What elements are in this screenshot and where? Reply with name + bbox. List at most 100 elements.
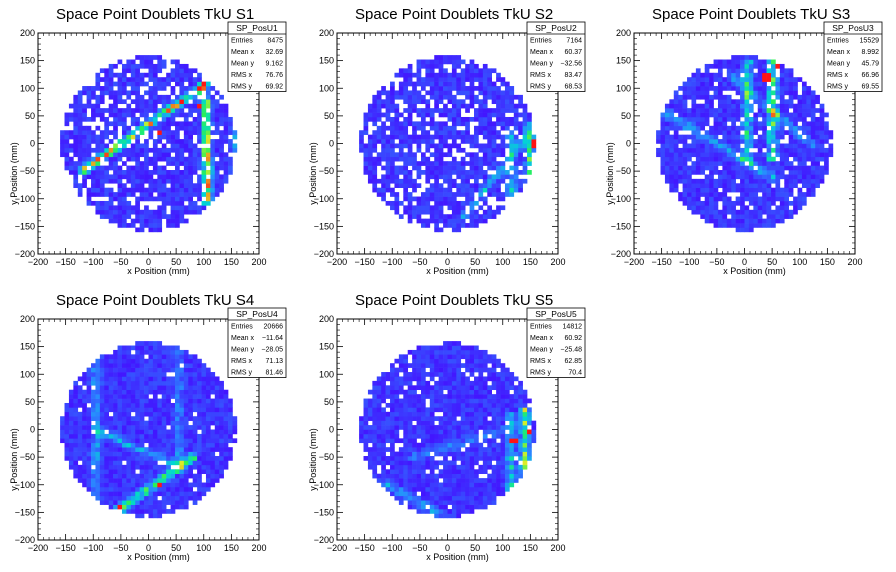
heatmap-cell (713, 223, 719, 228)
heatmap-cell (403, 209, 409, 215)
heatmap-cell (465, 72, 470, 78)
heatmap-cell (152, 394, 158, 399)
heatmap-cell (443, 192, 448, 197)
heatmap-cell (673, 156, 679, 162)
heatmap-cell (810, 192, 816, 197)
heatmap-cell (460, 139, 466, 144)
heatmap-cell (175, 223, 180, 228)
heatmap-cell (673, 90, 679, 96)
heatmap-cell (469, 72, 475, 78)
heatmap-cell (491, 178, 497, 184)
heatmap-cell (425, 161, 431, 166)
heatmap-cell (793, 183, 798, 188)
heatmap-cell (434, 121, 439, 127)
heatmap-cell (95, 358, 101, 364)
heatmap-cell (438, 59, 444, 65)
heatmap-cell (104, 214, 110, 219)
heatmap-cell (223, 407, 229, 413)
heatmap-cell (801, 156, 807, 162)
heatmap-cell (175, 420, 180, 426)
heatmap-cell (731, 130, 736, 135)
heatmap-cell (704, 99, 710, 105)
heatmap-cell (82, 90, 87, 96)
heatmap-cell (73, 170, 79, 175)
heatmap-cell (175, 495, 180, 501)
heatmap-cell (95, 478, 101, 483)
heatmap-cell (135, 473, 140, 479)
heatmap-cell (161, 372, 167, 377)
heatmap-cell (394, 112, 400, 118)
heatmap-cell (179, 156, 185, 162)
heatmap-cell (420, 192, 426, 197)
y-tick-label: 150 (20, 56, 35, 66)
heatmap-cell (192, 376, 198, 382)
heatmap-cell (735, 108, 741, 113)
heatmap-cell (144, 218, 149, 224)
heatmap-cell (465, 108, 470, 113)
heatmap-cell (762, 121, 767, 127)
heatmap-cell (126, 134, 132, 140)
heatmap-cell (425, 130, 431, 135)
heatmap-cell (496, 77, 501, 82)
heatmap-cell (175, 429, 180, 435)
heatmap-cell (192, 81, 198, 87)
heatmap-cell (810, 161, 816, 166)
heatmap-cell (709, 156, 714, 162)
heatmap-cell (232, 429, 238, 435)
heatmap-cell (157, 398, 163, 404)
heatmap-cell (144, 358, 149, 364)
heatmap-cell (214, 192, 220, 197)
heatmap-cell (784, 187, 789, 193)
heatmap-cell (447, 223, 453, 228)
heatmap-cell (86, 486, 92, 492)
heatmap-cell (126, 473, 132, 479)
heatmap-cell (456, 90, 462, 96)
heatmap-cell (757, 218, 763, 224)
heatmap-cell (664, 156, 670, 162)
heatmap-cell (443, 112, 448, 118)
heatmap-cell (438, 139, 444, 144)
histogram-panel-1: −200 −150 −100 −50 0 50 100 150 200−200−150−100−… (9, 6, 287, 276)
heatmap-cell (130, 116, 136, 122)
heatmap-cell (656, 134, 661, 140)
heatmap-cell (205, 420, 211, 426)
heatmap-cell (166, 367, 171, 373)
heatmap-cell (152, 63, 158, 69)
heatmap-cell (77, 420, 83, 426)
heatmap-cell (748, 209, 754, 215)
heatmap-cell (117, 407, 123, 413)
heatmap-cell (108, 161, 114, 166)
heatmap-cell (726, 86, 732, 91)
heatmap-cell (779, 81, 785, 87)
heatmap-cell (152, 433, 158, 439)
heatmap-cell (775, 196, 781, 202)
heatmap-cell (192, 460, 198, 466)
heatmap-cell (135, 354, 140, 360)
heatmap-cell (86, 389, 92, 395)
heatmap-cell (175, 380, 180, 386)
heatmap-cell (135, 500, 140, 505)
heatmap-cell (135, 72, 140, 78)
stats-label: RMS x (231, 72, 253, 79)
heatmap-cell (775, 112, 781, 118)
heatmap-cell (700, 94, 706, 100)
heatmap-cell (64, 152, 70, 158)
heatmap-cell (478, 86, 484, 91)
heatmap-cell (170, 402, 176, 408)
heatmap-cell (166, 174, 171, 180)
heatmap-cell (108, 196, 114, 202)
heatmap-cell (201, 86, 207, 91)
heatmap-cell (465, 174, 470, 180)
heatmap-cell (144, 165, 149, 171)
heatmap-cell (228, 139, 233, 144)
heatmap-cell (104, 433, 110, 439)
heatmap-cell (157, 372, 163, 377)
heatmap-cell (130, 478, 136, 483)
heatmap-cell (144, 460, 149, 466)
heatmap-cell (121, 152, 127, 158)
heatmap-cell (704, 134, 710, 140)
heatmap-cell (460, 161, 466, 166)
heatmap-cell (434, 161, 439, 166)
heatmap-cell (740, 147, 745, 153)
heatmap-cell (148, 429, 154, 435)
